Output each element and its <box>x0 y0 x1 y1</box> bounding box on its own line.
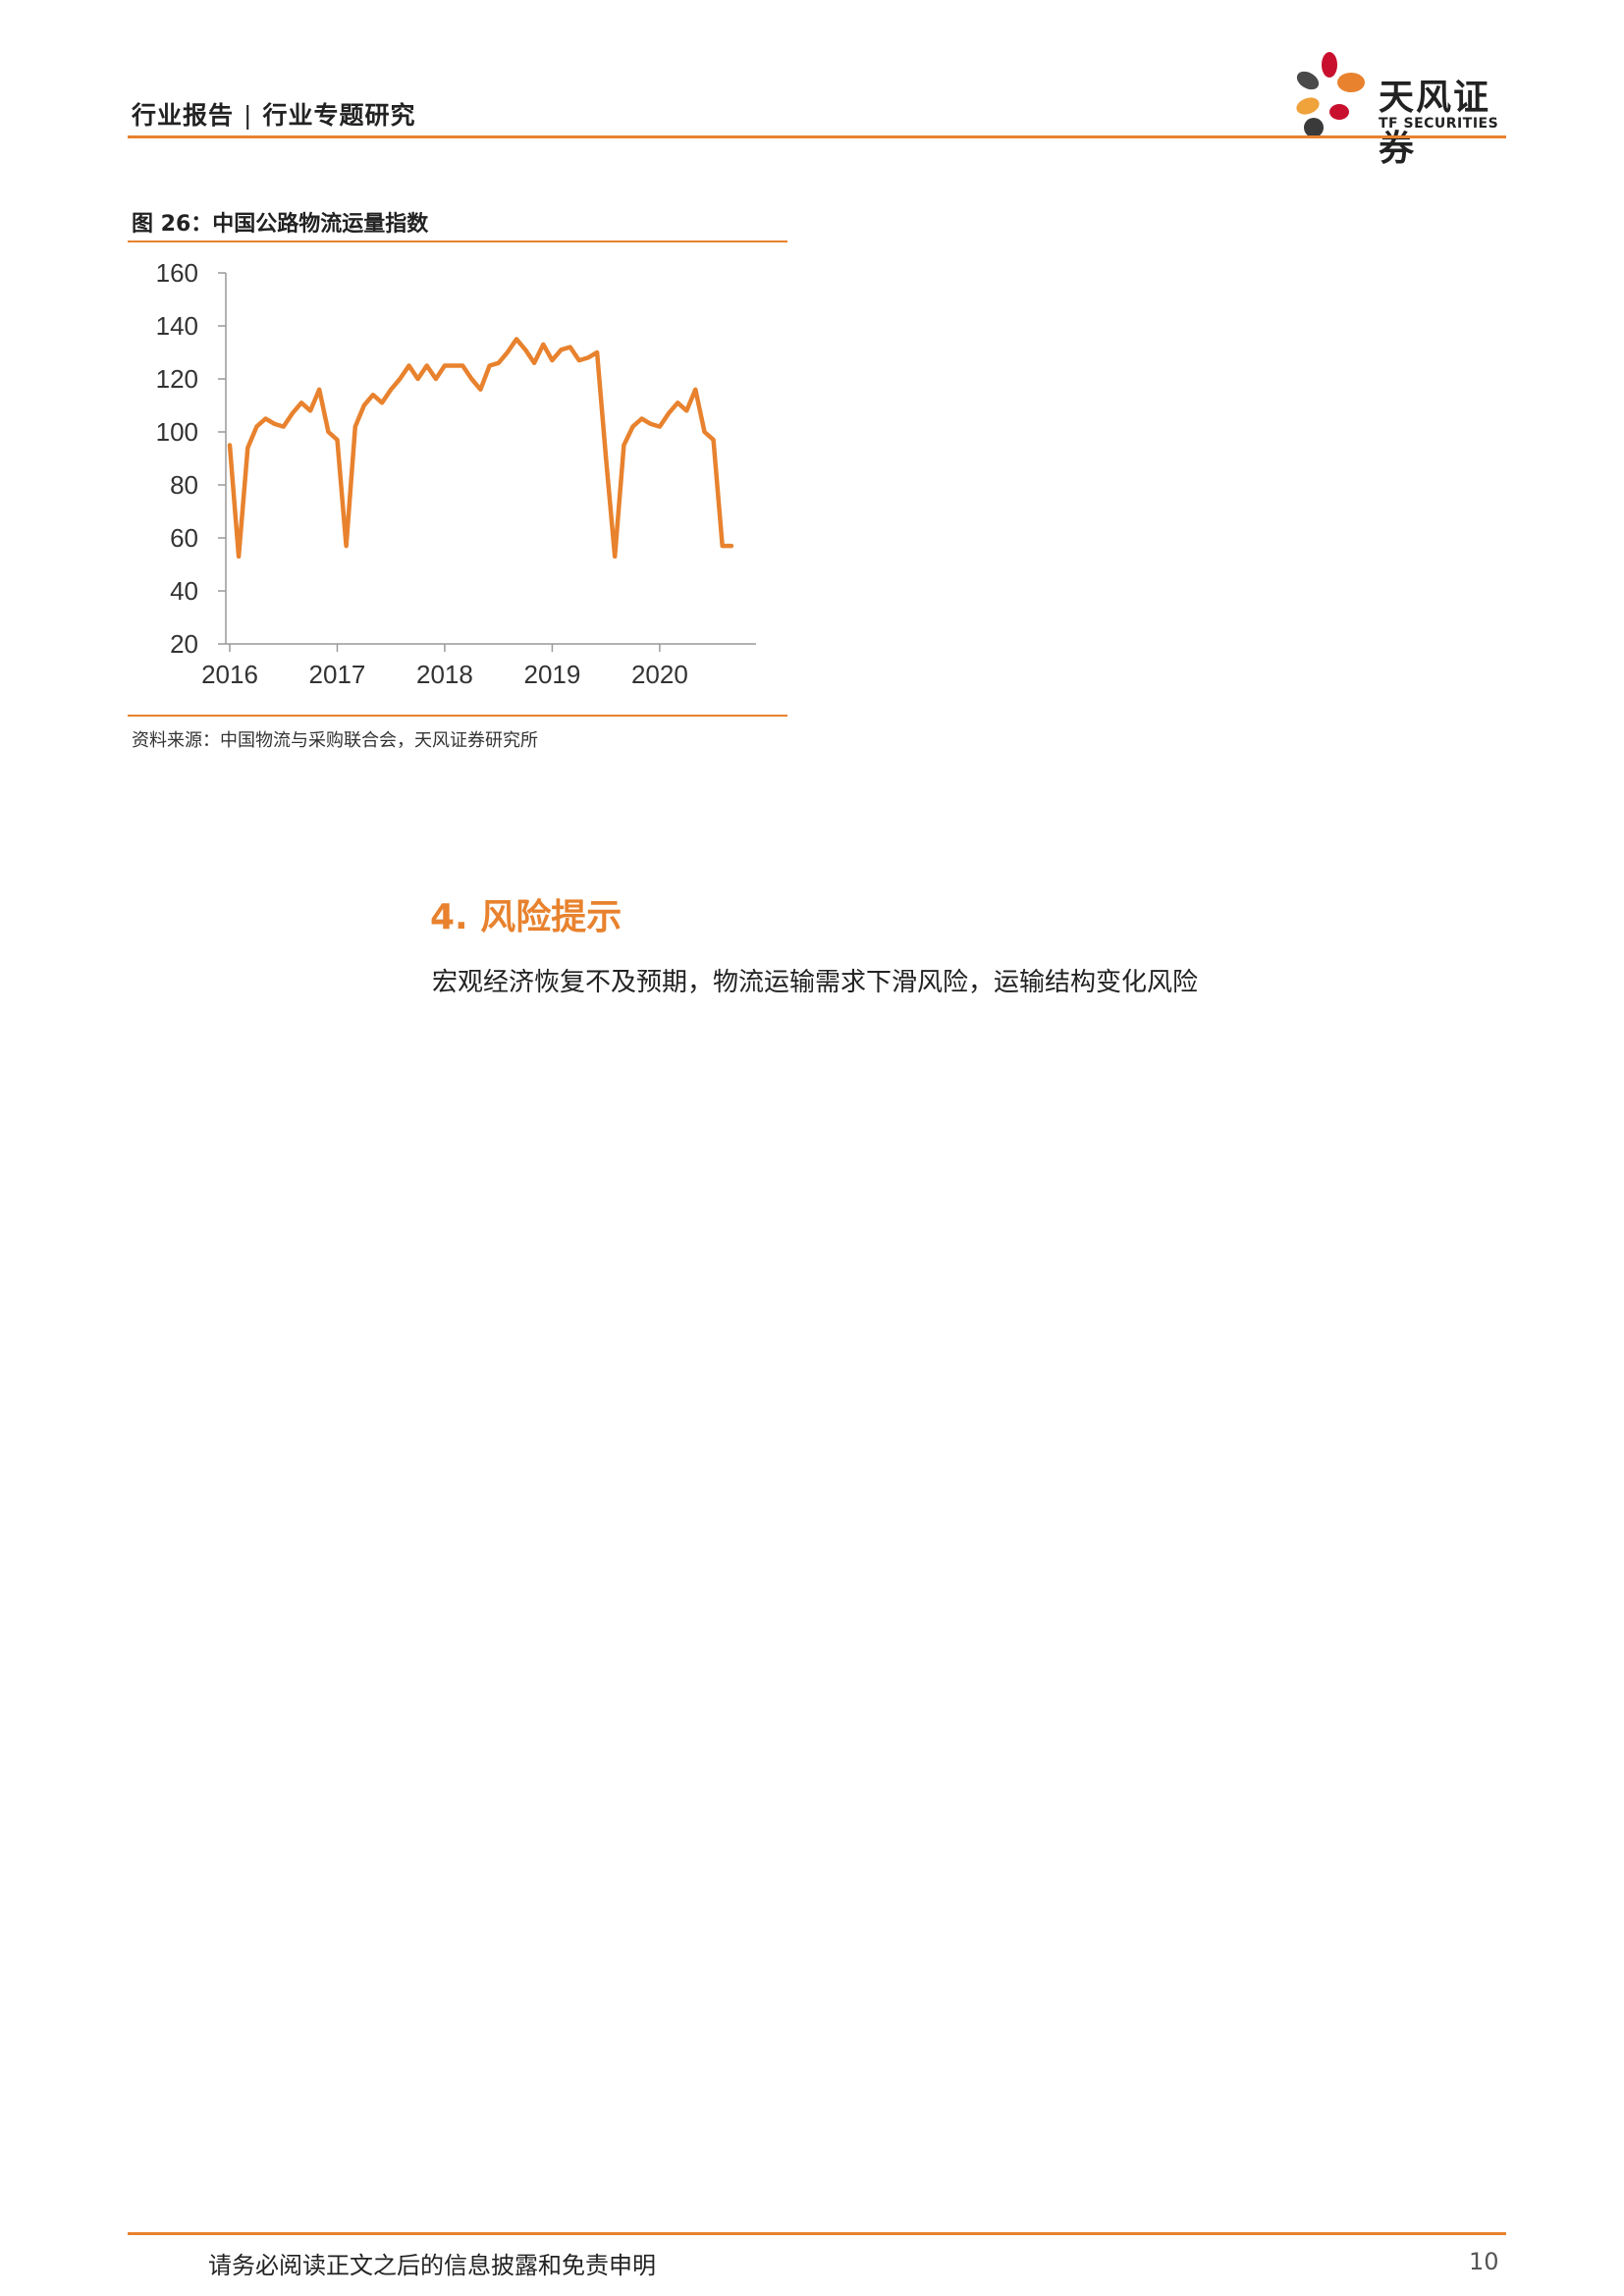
x-tick-label: 2017 <box>309 660 366 689</box>
report-category: 行业报告 <box>132 101 235 130</box>
y-tick-label: 40 <box>170 576 198 606</box>
x-tick-label: 2016 <box>201 660 258 689</box>
logo-petal-top <box>1322 52 1337 78</box>
logo-name-cn: 天风证券 <box>1379 78 1491 169</box>
x-tick-label: 2020 <box>631 660 688 689</box>
logo-petal-right <box>1337 73 1365 92</box>
y-tick-label: 20 <box>170 629 198 659</box>
logo-name-en: TF SECURITIES <box>1379 116 1499 132</box>
report-subcategory: 行业专题研究 <box>262 101 416 130</box>
header-divider <box>128 135 1506 138</box>
x-tick-label: 2018 <box>416 660 473 689</box>
logo-petal-lower-left <box>1296 97 1320 115</box>
report-header: 行业报告 | 行业专题研究 <box>132 96 415 132</box>
logo-petal-lower-right <box>1329 104 1349 120</box>
y-tick-label: 80 <box>170 470 198 500</box>
section-body: 宏观经济恢复不及预期，物流运输需求下滑风险，运输结构变化风险 <box>432 968 1199 997</box>
footer-divider <box>128 2232 1506 2235</box>
y-tick-label: 60 <box>170 523 198 553</box>
figure-bottom-rule <box>128 715 787 717</box>
y-tick-label: 160 <box>156 258 198 288</box>
series-line-0 <box>227 337 734 560</box>
header-separator: | <box>244 101 253 130</box>
logo-petal-left <box>1296 71 1320 90</box>
road-logistics-index-chart: 20 40 60 80 100 120 140 160 2016 2017 2018 2019 2020 <box>156 258 756 689</box>
company-logo: 天风证券 TF SECURITIES <box>1284 51 1520 169</box>
y-tick-label: 140 <box>156 311 198 341</box>
footer-disclaimer: 请务必阅读正文之后的信息披露和免责申明 <box>208 2252 656 2279</box>
page-number: 10 <box>1469 2248 1499 2275</box>
y-tick-label: 100 <box>156 417 198 447</box>
figure-top-rule <box>128 240 787 242</box>
x-tick-label: 2019 <box>523 660 580 689</box>
section-heading: 4. 风险提示 <box>430 897 623 937</box>
y-tick-label: 120 <box>156 364 198 394</box>
figure-source: 资料来源：中国物流与采购联合会，天风证券研究所 <box>132 730 538 751</box>
figure-title: 图 26：中国公路物流运量指数 <box>132 212 429 237</box>
logo-petal-bottom <box>1304 118 1324 137</box>
flower-logo-icon <box>1296 52 1365 137</box>
